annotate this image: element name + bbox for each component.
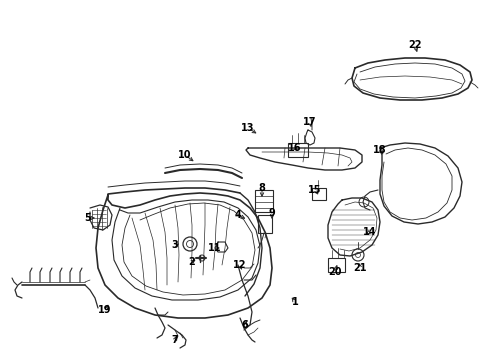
Text: 7: 7 [171, 335, 178, 345]
Text: 8: 8 [258, 183, 265, 193]
Text: 19: 19 [98, 305, 112, 315]
Text: 9: 9 [268, 208, 275, 218]
Text: 10: 10 [178, 150, 191, 160]
Text: 1: 1 [291, 297, 298, 307]
Text: 2: 2 [188, 257, 195, 267]
Text: 22: 22 [407, 40, 421, 50]
Text: 17: 17 [303, 117, 316, 127]
Text: 14: 14 [363, 227, 376, 237]
Text: 4: 4 [234, 210, 241, 220]
Text: 16: 16 [287, 143, 301, 153]
Text: 11: 11 [208, 243, 221, 253]
Text: 3: 3 [171, 240, 178, 250]
Text: 12: 12 [233, 260, 246, 270]
Text: 15: 15 [307, 185, 321, 195]
Text: 6: 6 [241, 320, 248, 330]
Text: 13: 13 [241, 123, 254, 133]
Text: 18: 18 [372, 145, 386, 155]
Text: 20: 20 [327, 267, 341, 277]
Text: 21: 21 [352, 263, 366, 273]
Text: 5: 5 [84, 213, 91, 223]
